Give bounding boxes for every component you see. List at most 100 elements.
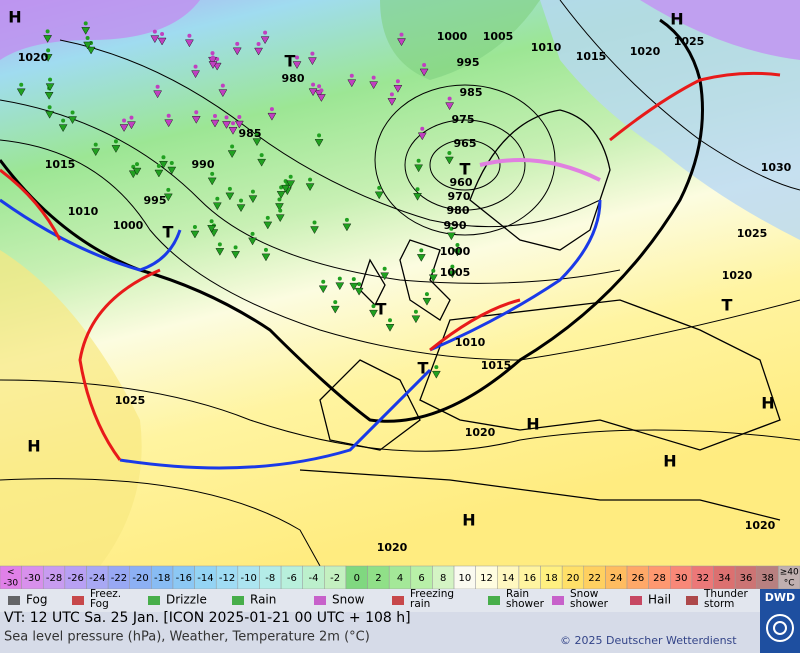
weather-symbol: [413, 193, 422, 201]
legend-icon: [8, 596, 20, 605]
legend-bar: [0, 589, 760, 612]
weather-symbol: [411, 315, 421, 324]
isobar-label: 960: [450, 176, 473, 189]
weather-symbol: [455, 242, 460, 247]
legend-label: Fog: [90, 598, 109, 610]
weather-symbol: [252, 138, 262, 147]
scale-label: 10: [458, 573, 471, 584]
isobar-label: 990: [444, 219, 467, 232]
weather-symbol: [308, 177, 313, 182]
weather-symbol: [389, 92, 394, 97]
weather-symbol: [416, 158, 421, 163]
weather-symbol: [387, 98, 397, 106]
legend-label: Freezing: [410, 588, 454, 600]
cold-front: [119, 368, 432, 470]
isobar-label: 995: [144, 194, 167, 207]
weather-symbol: [155, 84, 160, 89]
legend: Fog Freez.Fog Drizzle Rain Snow FreezingrainR…: [8, 588, 749, 610]
scale-label: -6: [287, 573, 297, 584]
weather-symbol: [152, 29, 157, 34]
legend-icon: [232, 596, 244, 605]
legend-label: shower: [570, 598, 609, 610]
weather-symbol: [269, 107, 274, 112]
weather-symbol: [335, 282, 345, 291]
weather-symbol: [150, 35, 160, 44]
warm-front: [429, 71, 781, 352]
scale-label: -30: [24, 573, 40, 584]
weather-symbol: [218, 89, 228, 98]
weather-symbol: [119, 124, 129, 132]
pressure-center: T: [285, 52, 296, 71]
weather-symbol: [413, 309, 418, 314]
weather-symbol: [68, 116, 77, 124]
weather-symbol: [260, 36, 270, 45]
isobar-label: 990: [192, 158, 215, 171]
weather-symbol: [93, 142, 98, 147]
weather-symbol: [235, 41, 240, 46]
weather-symbol: [317, 94, 326, 102]
occlusion: [479, 158, 601, 182]
isobar-label: 1010: [531, 41, 562, 54]
weather-symbol: [380, 272, 390, 281]
weather-symbol: [231, 121, 236, 126]
weather-symbol: [428, 274, 438, 283]
scale-label: 30: [675, 573, 688, 584]
weather-symbol: [447, 232, 456, 241]
weather-symbol: [230, 144, 235, 149]
weather-symbol: [432, 370, 441, 379]
legend-icon: [630, 596, 642, 605]
legend-icon: [392, 596, 404, 605]
weather-symbol: [45, 111, 54, 119]
weather-symbol: [131, 164, 136, 169]
weather-symbol: [128, 170, 138, 179]
weather-symbol: [308, 88, 318, 97]
scale-label: -20: [132, 573, 148, 584]
legend-label: Fog: [26, 593, 47, 607]
scale-label: <: [7, 568, 15, 578]
legend-label: Rain: [506, 588, 529, 600]
isobar-label: 1000: [440, 245, 471, 258]
pressure-center: T: [722, 296, 733, 315]
weather-symbol: [91, 148, 101, 157]
weather-symbol: [449, 226, 454, 231]
isobar-label: 995: [457, 56, 480, 69]
weather-symbol: [154, 169, 164, 178]
weather-symbol: [191, 116, 201, 124]
weather-symbol: [424, 292, 429, 297]
weather-symbol: [295, 55, 300, 60]
isobar-label: 1020: [630, 45, 661, 58]
legend-label: Thunder: [703, 588, 749, 600]
isobar-label: 1020: [745, 519, 776, 532]
legend-label: rain: [410, 598, 430, 610]
weather-symbol: [263, 221, 273, 230]
weather-symbol: [215, 248, 225, 256]
weather-symbol: [192, 224, 197, 229]
isobar-label: 1005: [483, 30, 514, 43]
isobar-label: 985: [460, 86, 483, 99]
weather-symbol: [81, 27, 91, 35]
weather-symbol: [217, 242, 222, 247]
weather-symbol: [333, 300, 338, 305]
scale-label: -8: [265, 573, 275, 584]
isobar-label: 1015: [45, 158, 76, 171]
pressure-center: H: [462, 511, 475, 530]
color-scale: <-30 -30 -28 -26 -24 -22 -20 -18 -16 -14 -12 -10 -8-…: [0, 565, 800, 590]
weather-symbol: [132, 167, 142, 176]
weather-symbol: [163, 193, 173, 202]
isobar-label: 975: [452, 113, 475, 126]
legend-label: Hail: [648, 593, 671, 607]
weather-symbol: [267, 112, 277, 121]
scale-label: -14: [197, 573, 213, 584]
weather-symbol: [388, 318, 393, 323]
weather-symbol: [369, 309, 378, 318]
legend-icon: [148, 596, 160, 605]
weather-symbol: [225, 192, 235, 201]
weather-symbol: [209, 219, 214, 224]
scale-label: 36: [740, 573, 753, 584]
weather-symbol: [382, 266, 387, 271]
isobar-label: 1020: [722, 269, 753, 282]
isobar-label: 1015: [481, 359, 512, 372]
weather-symbol: [45, 29, 50, 34]
weather-symbol: [239, 198, 244, 203]
weather-symbol: [234, 120, 244, 129]
